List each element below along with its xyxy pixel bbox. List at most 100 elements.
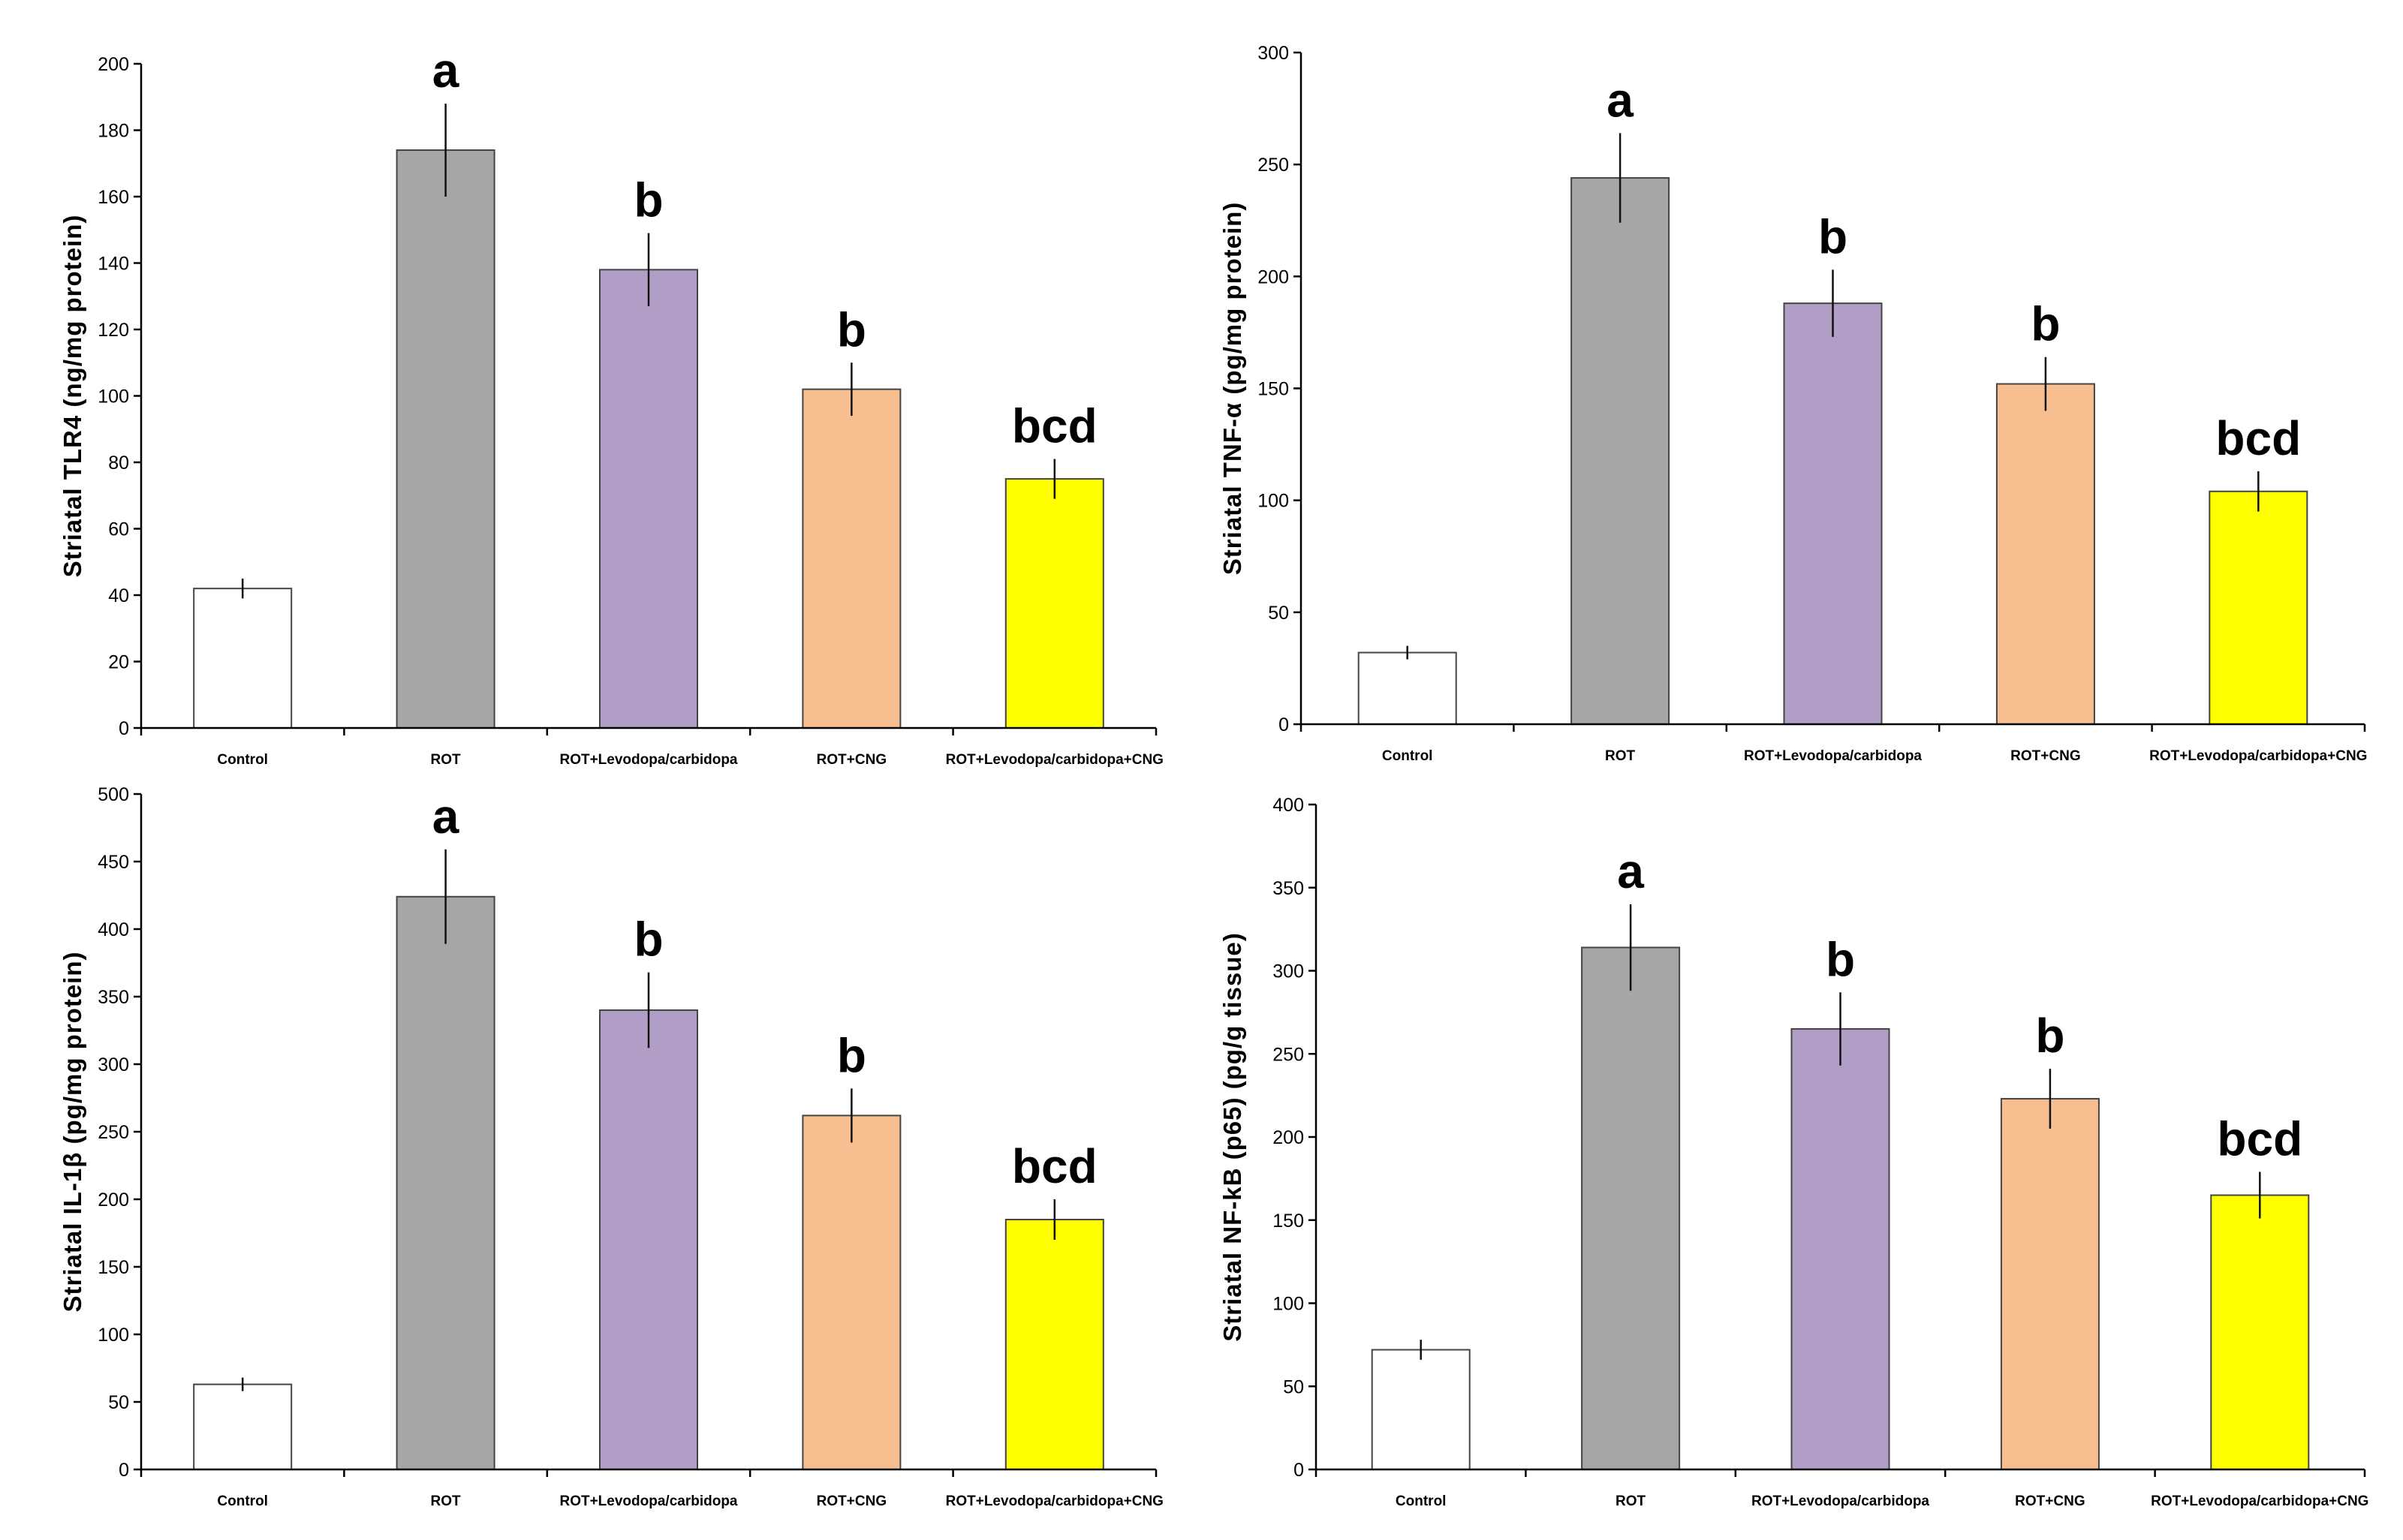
significance-label: b — [2031, 297, 2060, 351]
y-tick-label: 80 — [108, 453, 129, 474]
y-tick-label: 200 — [1257, 266, 1289, 287]
category-label: ROT+CNG — [2010, 748, 2080, 764]
y-tick-label: 50 — [1283, 1376, 1304, 1397]
bar — [193, 1383, 293, 1470]
category-label: ROT+CNG — [817, 752, 887, 768]
y-tick-label: 150 — [98, 1257, 129, 1278]
bar — [802, 388, 902, 729]
y-tick-label: 150 — [1272, 1211, 1304, 1232]
chart-panel-tnf-alpha: 0 50 100 150 200 250 300 Control a ROT b ROT+Levodo… — [1205, 30, 2391, 781]
y-tick-label: 0 — [119, 1460, 129, 1481]
category-label: ROT — [431, 752, 462, 768]
bar — [396, 895, 495, 1471]
bar — [1783, 302, 1883, 725]
bar — [1790, 1028, 1890, 1470]
significance-label: b — [1826, 932, 1855, 986]
significance-label: b — [837, 302, 866, 356]
significance-label: a — [1617, 844, 1644, 898]
significance-label: a — [432, 790, 459, 844]
y-tick-label: 20 — [108, 652, 129, 673]
y-tick-label: 300 — [98, 1054, 129, 1075]
category-label: Control — [1396, 1493, 1447, 1509]
chart-panel-tlr4: 0 20 40 60 80 100 120 140 160 180 200 Control a ROT b R… — [45, 30, 1171, 781]
significance-label: a — [1607, 73, 1634, 127]
y-tick-label: 50 — [1268, 603, 1289, 624]
y-tick-label: 40 — [108, 585, 129, 606]
chart-panel-nf-kb: 0 50 100 150 200 250 300 350 400 Control a ROT b ROT+… — [1205, 773, 2391, 1531]
bar — [1371, 1349, 1471, 1471]
y-tick-label: 100 — [98, 1325, 129, 1346]
y-tick-label: 120 — [98, 320, 129, 341]
y-axis-title: Striatal TNF-α (pg/mg protein) — [1218, 202, 1246, 576]
y-tick-label: 400 — [98, 919, 129, 940]
significance-label: bcd — [1012, 399, 1098, 453]
y-tick-label: 100 — [1257, 491, 1289, 512]
bar — [1995, 383, 2095, 725]
significance-label: b — [634, 173, 663, 227]
category-label: Control — [217, 752, 268, 768]
chart-svg-nf-kb: 0 50 100 150 200 250 300 350 400 Control a ROT b ROT+… — [1218, 795, 2368, 1509]
category-label: ROT+Levodopa/carbidopa — [1751, 1493, 1929, 1509]
significance-label: b — [1818, 209, 1847, 263]
y-tick-label: 50 — [108, 1392, 129, 1413]
y-tick-label: 200 — [98, 1190, 129, 1211]
y-tick-label: 0 — [1293, 1460, 1304, 1481]
y-tick-label: 450 — [98, 852, 129, 873]
y-tick-label: 400 — [1272, 795, 1304, 816]
y-tick-label: 250 — [1272, 1044, 1304, 1065]
y-tick-label: 500 — [98, 784, 129, 805]
bar — [2210, 1194, 2310, 1471]
bar — [396, 149, 495, 729]
category-label: ROT+CNG — [817, 1493, 887, 1509]
chart-svg-il-1beta: 0 50 100 150 200 250 300 350 400 450 500 Control a RO… — [59, 784, 1164, 1509]
y-tick-label: 160 — [98, 187, 129, 208]
bar — [1004, 478, 1104, 729]
category-label: ROT+Levodopa/carbidopa — [559, 1493, 737, 1509]
category-label: ROT+Levodopa/carbidopa+CNG — [2149, 748, 2367, 764]
y-tick-label: 350 — [1272, 878, 1304, 899]
significance-label: b — [837, 1028, 866, 1082]
category-label: ROT — [1605, 748, 1636, 764]
y-tick-label: 200 — [1272, 1127, 1304, 1148]
y-tick-label: 60 — [108, 519, 129, 540]
category-label: ROT — [1616, 1493, 1646, 1509]
y-axis-title: Striatal IL-1β (pg/mg protein) — [59, 952, 86, 1313]
category-label: ROT+Levodopa/carbidopa+CNG — [2151, 1493, 2368, 1509]
y-tick-label: 250 — [1257, 155, 1289, 176]
category-label: Control — [1382, 748, 1433, 764]
significance-label: bcd — [2215, 411, 2301, 465]
bar — [1570, 177, 1670, 726]
significance-label: bcd — [1012, 1139, 1098, 1193]
category-label: ROT+CNG — [2015, 1493, 2085, 1509]
category-label: ROT+Levodopa/carbidopa — [1744, 748, 1922, 764]
y-tick-label: 150 — [1257, 379, 1289, 400]
significance-label: bcd — [2217, 1112, 2302, 1166]
bar — [599, 1009, 698, 1470]
category-label: Control — [217, 1493, 268, 1509]
y-tick-label: 0 — [119, 718, 129, 739]
y-axis-title: Striatal NF-kB (p65) (pg/g tissue) — [1218, 932, 1246, 1342]
bar — [193, 588, 293, 729]
bar — [1357, 651, 1457, 725]
y-tick-label: 300 — [1257, 43, 1289, 64]
significance-label: b — [2035, 1009, 2064, 1063]
chart-panel-il-1beta: 0 50 100 150 200 250 300 350 400 450 500 Control a RO… — [45, 773, 1171, 1531]
y-tick-label: 350 — [98, 987, 129, 1008]
bar — [2000, 1098, 2100, 1470]
category-label: ROT+Levodopa/carbidopa+CNG — [946, 752, 1164, 768]
y-tick-label: 300 — [1272, 961, 1304, 982]
y-tick-label: 180 — [98, 121, 129, 142]
y-axis-title: Striatal TLR4 (ng/mg protein) — [59, 215, 86, 578]
y-tick-label: 100 — [1272, 1294, 1304, 1315]
y-tick-label: 140 — [98, 254, 129, 275]
bar — [1004, 1219, 1104, 1470]
significance-label: a — [432, 44, 459, 98]
category-label: ROT+Levodopa/carbidopa+CNG — [946, 1493, 1164, 1509]
bar — [1581, 946, 1681, 1471]
chart-svg-tlr4: 0 20 40 60 80 100 120 140 160 180 200 Control a ROT b R… — [59, 44, 1164, 768]
significance-label: b — [634, 913, 663, 967]
y-tick-label: 250 — [98, 1122, 129, 1143]
bar — [2209, 490, 2308, 725]
y-tick-label: 0 — [1278, 714, 1289, 735]
